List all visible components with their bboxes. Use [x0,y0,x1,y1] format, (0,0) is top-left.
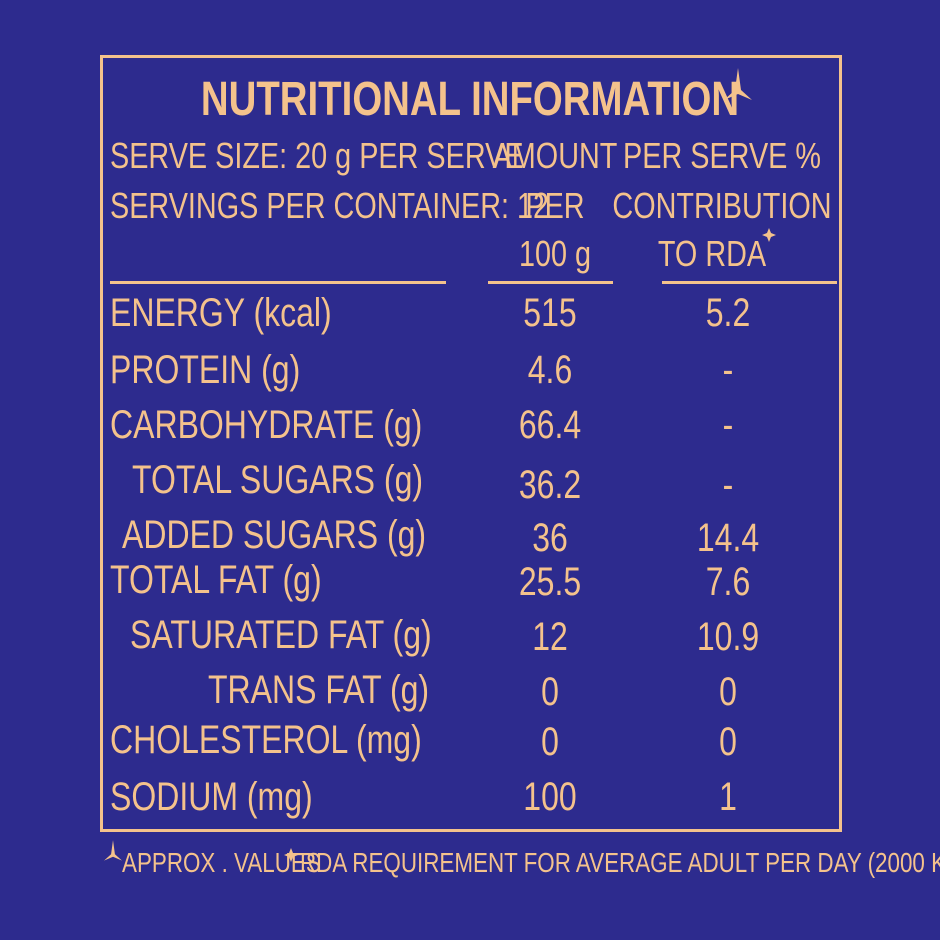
nutrient-name: TOTAL FAT (g) [110,558,322,602]
amount-per-100g: 36 [532,516,568,560]
rda-percent: 1 [719,775,737,819]
amount-per-100g: 515 [523,291,577,335]
amount-per-100g: 25.5 [518,560,582,604]
rda-percent: 10.9 [696,615,760,659]
column-header: CONTRIBUTION [612,185,832,226]
title: NUTRITIONAL INFORMATION [200,73,740,126]
nutrient-name: TOTAL SUGARS (g) [132,458,424,502]
divider [110,281,446,284]
rda-percent: - [722,403,734,447]
serve-size: SERVE SIZE: 20 g PER SERVE [110,135,524,176]
rda-percent: 14.4 [696,516,760,560]
rda-percent: 7.6 [705,560,751,604]
amount-per-100g: 4.6 [527,348,573,392]
servings: SERVINGS PER CONTAINER: 12 [110,185,550,226]
amount-per-100g: 100 [523,775,577,819]
nutrient-name: CARBOHYDRATE (g) [110,403,423,447]
column-header: TO RDA [657,233,767,274]
column-header: PER SERVE % [623,135,821,176]
nutrient-name: SODIUM (mg) [110,775,313,819]
amount-per-100g: 0 [541,670,559,714]
nutrient-name: SATURATED FAT (g) [130,613,432,657]
amount-per-100g: 66.4 [518,403,582,447]
column-header: 100 g [518,233,592,274]
amount-per-100g: 0 [541,720,559,764]
rda-percent: - [722,348,734,392]
rda-percent: 0 [719,720,737,764]
footnote-star [284,848,298,862]
amount-per-100g: 36.2 [518,463,582,507]
footnote-star [104,840,122,861]
nutrient-name: ADDED SUGARS (g) [122,513,427,557]
nutrient-name: PROTEIN (g) [110,348,301,392]
rda-percent: - [722,463,734,507]
nutrient-name: CHOLESTEROL (mg) [110,718,422,762]
label-border [100,55,842,832]
divider [662,281,837,284]
footnote: RDA REQUIREMENT FOR AVERAGE ADULT PER DA… [300,847,940,878]
divider [488,281,613,284]
rda-star [762,228,776,242]
nutrient-name: TRANS FAT (g) [208,668,430,712]
rda-percent: 5.2 [705,291,751,335]
nutrient-name: ENERGY (kcal) [110,291,332,335]
rda-percent: 0 [719,670,737,714]
title-star [724,68,752,100]
column-header: PER [525,185,585,226]
footnote: APPROX . VALUES [122,847,321,878]
amount-per-100g: 12 [532,615,568,659]
column-header: AMOUNT [492,135,618,176]
